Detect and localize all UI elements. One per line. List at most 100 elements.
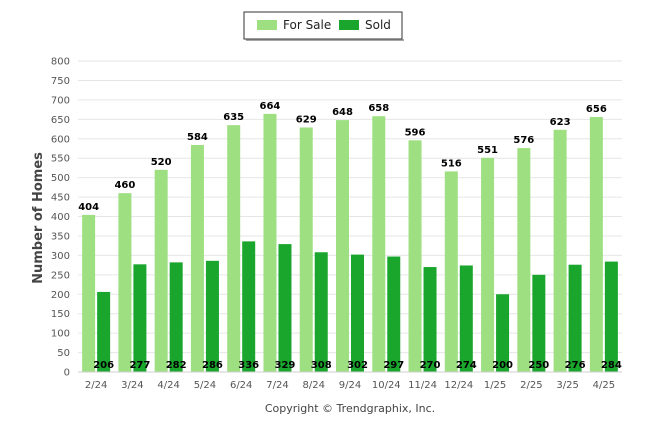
bar-for-sale — [82, 214, 96, 372]
y-tick-label: 750 — [51, 76, 70, 87]
bar-value-labels: 404 206 460 277 520 282 584 286 635 336 664 329 629 3… — [78, 101, 622, 371]
bar-sold — [133, 264, 147, 372]
y-tick-label: 650 — [51, 115, 70, 126]
y-tick-label: 500 — [51, 173, 70, 184]
x-tick-label: 9/24 — [339, 380, 361, 391]
x-tick-label: 5/24 — [194, 380, 216, 391]
y-axis-title: Number of Homes — [31, 152, 46, 284]
x-tick-label: 1/25 — [484, 380, 506, 391]
value-label-sold: 270 — [420, 360, 441, 371]
value-label-sold: 200 — [492, 360, 513, 371]
bar-sold — [459, 265, 473, 372]
x-tick-label: 3/25 — [556, 380, 578, 391]
bar-sold — [387, 256, 401, 372]
y-tick-label: 200 — [51, 290, 70, 301]
value-label-for-sale: 656 — [586, 104, 607, 115]
value-label-for-sale: 635 — [223, 112, 244, 123]
value-label-for-sale: 460 — [114, 180, 135, 191]
bar-sold — [314, 252, 328, 372]
value-label-for-sale: 584 — [187, 132, 208, 143]
y-tick-label: 0 — [64, 368, 70, 379]
value-label-sold: 284 — [601, 360, 622, 371]
bar-for-sale — [154, 169, 168, 372]
y-tick-label: 250 — [51, 270, 70, 281]
x-tick-label: 4/24 — [157, 380, 179, 391]
bar-sold — [97, 291, 111, 372]
x-tick-label: 11/24 — [408, 380, 437, 391]
value-label-sold: 250 — [528, 360, 549, 371]
bar-for-sale — [299, 127, 313, 372]
bar-sold — [568, 264, 582, 372]
bar-for-sale — [118, 193, 132, 372]
value-label-for-sale: 623 — [550, 117, 571, 128]
value-label-for-sale: 629 — [296, 114, 317, 125]
value-label-for-sale: 551 — [477, 145, 498, 156]
value-label-sold: 277 — [129, 360, 150, 371]
y-tick-label: 550 — [51, 154, 70, 165]
value-label-sold: 286 — [202, 360, 223, 371]
bar-for-sale — [408, 140, 422, 372]
value-label-for-sale: 596 — [405, 127, 426, 138]
y-tick-label: 450 — [51, 193, 70, 204]
bar-for-sale — [517, 148, 531, 372]
bars — [82, 113, 618, 373]
value-label-sold: 308 — [311, 360, 332, 371]
bar-sold — [423, 267, 437, 372]
x-tick-label: 2/25 — [520, 380, 542, 391]
y-tick-label: 700 — [51, 95, 70, 106]
legend-label-for-sale: For Sale — [283, 18, 331, 32]
grid-lines — [78, 60, 622, 373]
bar-sold — [604, 261, 618, 372]
bar-sold — [496, 294, 510, 372]
bar-sold — [532, 274, 546, 372]
value-label-sold: 206 — [93, 360, 114, 371]
bar-for-sale — [553, 129, 567, 372]
bar-for-sale — [372, 116, 386, 372]
y-axis-ticks: 0 50 100 150 200 250 300 350 400 450 500 550 600 650 7… — [51, 57, 70, 379]
bar-sold — [278, 244, 292, 372]
x-axis-ticks: 2/24 3/24 4/24 5/24 6/24 7/24 8/24 9/24 10/24 11/… — [78, 371, 622, 391]
bar-for-sale — [481, 157, 495, 372]
bar-sold — [351, 254, 364, 372]
bar-for-sale — [263, 113, 277, 373]
value-label-sold: 336 — [238, 360, 259, 371]
x-tick-label: 7/24 — [266, 380, 288, 391]
value-label-for-sale: 576 — [513, 135, 534, 146]
copyright-text: Copyright © Trendgraphix, Inc. — [265, 402, 435, 415]
value-label-for-sale: 648 — [332, 107, 353, 118]
y-tick-label: 350 — [51, 231, 70, 242]
y-tick-label: 100 — [51, 329, 70, 340]
value-label-for-sale: 516 — [441, 158, 462, 169]
legend-swatch-sold — [339, 20, 359, 30]
value-label-sold: 274 — [456, 360, 477, 371]
value-label-for-sale: 658 — [368, 103, 389, 114]
legend: For Sale Sold — [243, 11, 404, 41]
x-tick-label: 6/24 — [230, 380, 252, 391]
y-tick-label: 50 — [57, 348, 70, 359]
bar-for-sale — [190, 144, 204, 372]
bar-for-sale — [336, 120, 349, 372]
legend-label-sold: Sold — [365, 18, 391, 32]
bar-sold — [205, 260, 219, 372]
x-tick-label: 4/25 — [593, 380, 615, 391]
value-label-for-sale: 520 — [151, 157, 172, 168]
value-label-sold: 297 — [383, 360, 404, 371]
bar-for-sale — [227, 125, 241, 372]
y-tick-label: 300 — [51, 251, 70, 262]
value-label-sold: 276 — [565, 360, 586, 371]
x-tick-label: 2/24 — [85, 380, 107, 391]
x-tick-label: 10/24 — [372, 380, 401, 391]
value-label-sold: 302 — [347, 360, 368, 371]
value-label-for-sale: 664 — [260, 101, 281, 112]
legend-swatch-for-sale — [257, 20, 277, 30]
value-label-sold: 282 — [166, 360, 187, 371]
x-tick-label: 12/24 — [444, 380, 473, 391]
bar-for-sale — [444, 171, 458, 372]
x-tick-label: 3/24 — [121, 380, 143, 391]
y-tick-label: 600 — [51, 134, 70, 145]
bar-sold — [242, 241, 256, 372]
value-label-sold: 329 — [275, 360, 296, 371]
y-tick-label: 150 — [51, 309, 70, 320]
